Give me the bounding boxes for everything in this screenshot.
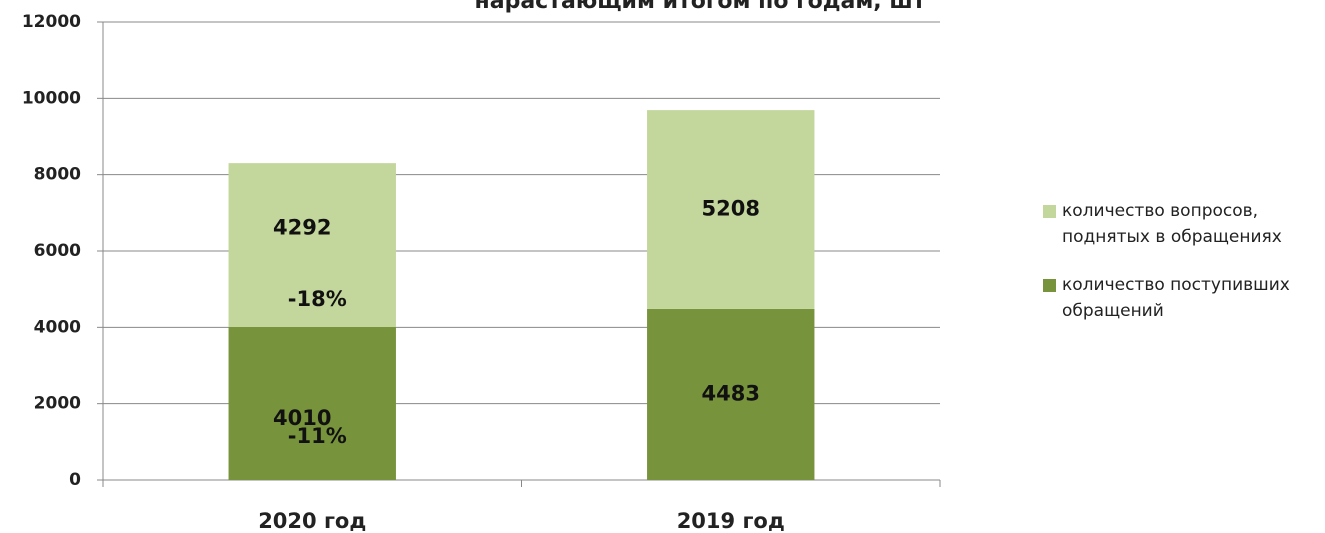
legend: количество вопросов, поднятых в обращени… (1043, 198, 1323, 346)
legend-label: количество вопросов, поднятых в обращени… (1062, 201, 1282, 247)
data-label: 5208 (702, 197, 760, 221)
y-tick-label: 6000 (34, 241, 81, 261)
data-label: 4010 (273, 406, 331, 430)
y-tick-label: 10000 (22, 88, 81, 108)
y-tick-label: 0 (69, 470, 81, 490)
y-tick-label: 2000 (34, 394, 81, 414)
y-tick-label: 8000 (34, 165, 81, 185)
legend-label: количество поступивших обращений (1062, 275, 1290, 321)
legend-item: количество поступивших обращений (1043, 272, 1323, 324)
bar-segment (647, 110, 815, 309)
bar-segment (647, 308, 815, 480)
y-tick-label: 12000 (22, 12, 81, 32)
chart-title: нарастающим итогом по годам, шт (475, 0, 926, 14)
annotation: -18% (288, 287, 347, 311)
annotation: -11% (288, 424, 347, 448)
x-tick-label: 2019 год (677, 509, 785, 533)
x-tick-label: 2020 год (258, 509, 366, 533)
legend-swatch (1043, 205, 1056, 218)
data-label: 4483 (702, 381, 760, 405)
y-tick-label: 4000 (34, 317, 81, 337)
legend-item: количество вопросов, поднятых в обращени… (1043, 198, 1323, 250)
bar-segment (228, 326, 396, 480)
data-label: 4292 (273, 216, 331, 240)
bar-segment (228, 163, 396, 327)
legend-swatch (1043, 279, 1056, 292)
